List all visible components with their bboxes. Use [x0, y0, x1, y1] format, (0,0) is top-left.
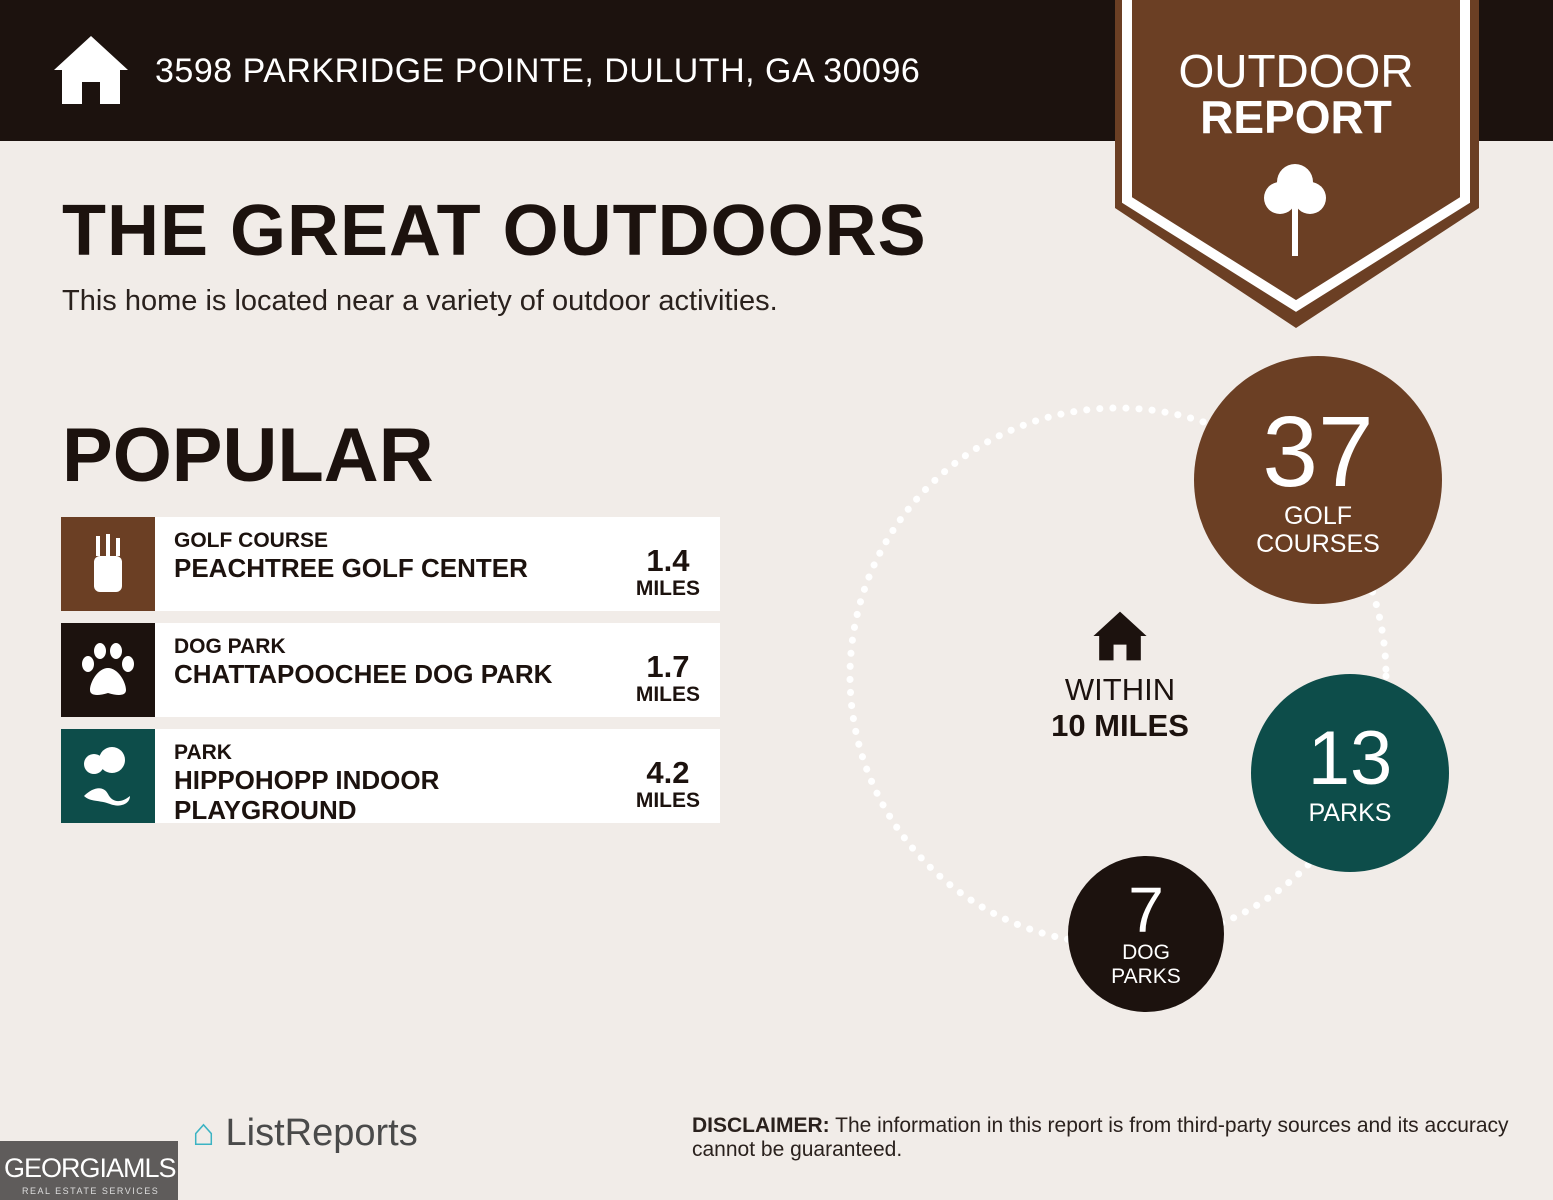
- dog-parks-count: 7 DOG PARKS: [1068, 856, 1224, 1012]
- paw-icon: [61, 623, 155, 717]
- page-title: THE GREAT OUTDOORS: [62, 191, 927, 271]
- list-item: PARK HIPPOHOPP INDOOR PLAYGROUND 4.2 MILE…: [61, 729, 720, 823]
- place-name: CHATTAPOOCHEE DOG PARK: [174, 659, 553, 689]
- category: GOLF COURSE: [174, 529, 329, 552]
- golf-bag-icon: [61, 517, 155, 611]
- distance: 4.2 MILES: [635, 755, 700, 813]
- home-icon: [54, 36, 128, 104]
- georgia-mls-logo: GEORGIAMLS REAL ESTATE SERVICES: [0, 1141, 178, 1200]
- place-name: PEACHTREE GOLF CENTER: [174, 553, 528, 583]
- badge-title: OUTDOOR REPORT: [1178, 45, 1414, 143]
- place-name: HIPPOHOPP INDOOR PLAYGROUND: [174, 765, 440, 823]
- trees-icon: [61, 729, 155, 823]
- list-item: GOLF COURSE PEACHTREE GOLF CENTER 1.4 MIL…: [61, 517, 720, 611]
- within-label: WITHIN 10 MILES: [1051, 672, 1189, 743]
- parks-count: 13 PARKS: [1251, 674, 1449, 872]
- disclaimer: DISCLAIMER: The information in this repo…: [692, 1114, 1509, 1161]
- category: DOG PARK: [174, 635, 286, 658]
- outdoor-report-badge: [1115, 0, 1479, 328]
- category: PARK: [174, 741, 232, 764]
- property-address: 3598 PARKRIDGE POINTE, DULUTH, GA 30096: [155, 52, 921, 90]
- list-item: DOG PARK CHATTAPOOCHEE DOG PARK 1.7 MILES: [61, 623, 720, 717]
- distance: 1.7 MILES: [635, 649, 700, 707]
- distance: 1.4 MILES: [635, 543, 700, 601]
- home-icon: [1093, 611, 1147, 661]
- popular-heading: POPULAR: [62, 413, 434, 498]
- golf-courses-count: 37 GOLF COURSES: [1194, 356, 1442, 604]
- listreports-logo: ⌂ ListReports: [192, 1112, 418, 1154]
- tree-icon: [1264, 164, 1326, 256]
- page-subtitle: This home is located near a variety of o…: [62, 285, 778, 317]
